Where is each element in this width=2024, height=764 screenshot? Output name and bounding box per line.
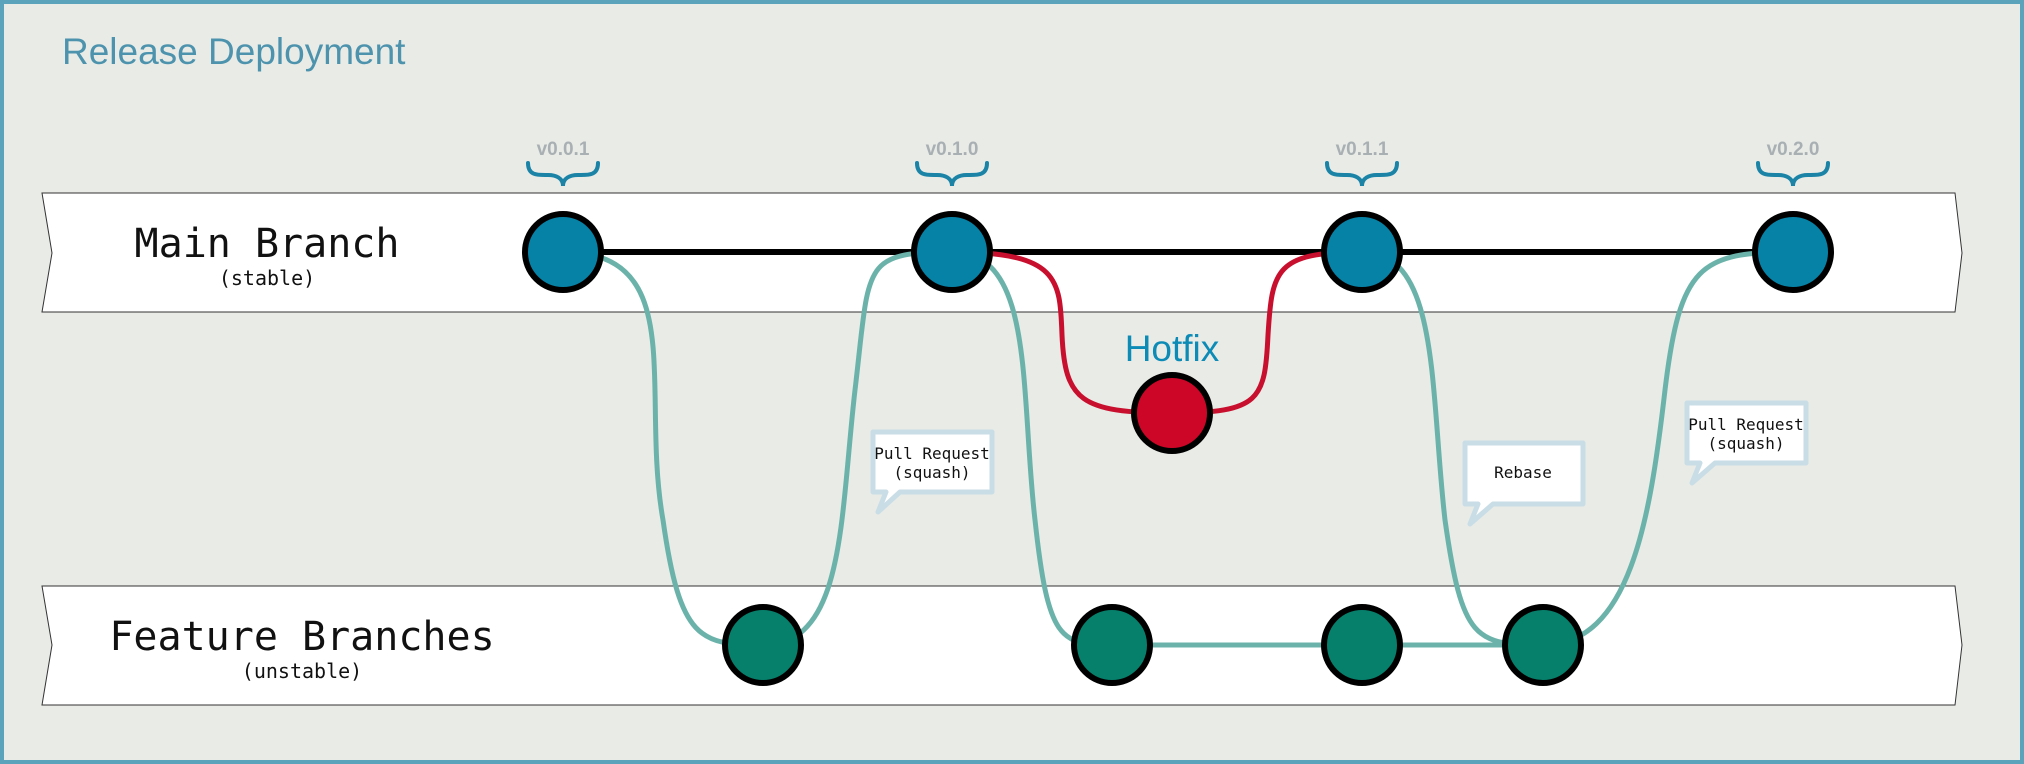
version-label-v010: v0.1.0 (926, 139, 979, 160)
version-label-v020: v0.2.0 (1767, 139, 1820, 160)
bubble-pull-request-1: Pull Request (squash) (870, 429, 995, 515)
brace-v010 (915, 161, 989, 187)
bubble-2-line1: Rebase (1494, 463, 1552, 482)
bubble-1-line1: Pull Request (874, 444, 990, 463)
hotfix-in (1171, 249, 1363, 416)
feature-commit-3 (1321, 604, 1403, 686)
bubble-3-line1: Pull Request (1688, 415, 1804, 434)
main-commit-v011 (1321, 211, 1403, 293)
version-label-v011: v0.1.1 (1336, 139, 1389, 160)
feature-commit-2 (1071, 604, 1153, 686)
feature-lane-band (41, 585, 1963, 706)
hotfix-out (951, 249, 1173, 416)
feature-commit-4 (1502, 604, 1584, 686)
feature-lane-label: Feature Branches (109, 614, 494, 660)
feature-commit-1 (722, 604, 804, 686)
bubble-3-line2: (squash) (1707, 434, 1784, 453)
bubble-pull-request-2: Pull Request (squash) (1684, 400, 1809, 486)
diagram-title: Release Deployment (62, 31, 406, 72)
hotfix-commit (1131, 372, 1213, 454)
main-lane-label: Main Branch (135, 221, 400, 267)
feature-lane-sublabel: (unstable) (242, 659, 362, 683)
main-commit-v020 (1752, 211, 1834, 293)
hotfix-connectors (951, 249, 1363, 416)
brace-v001 (526, 161, 600, 187)
brace-v020 (1756, 161, 1830, 187)
hotfix-label: Hotfix (1125, 328, 1220, 369)
main-lane-sublabel: (stable) (219, 266, 315, 290)
feature-connectors (562, 249, 1794, 648)
connector-return-2 (1542, 249, 1794, 648)
bubble-rebase: Rebase (1462, 440, 1586, 527)
main-commit-v001 (522, 211, 604, 293)
version-label-v001: v0.0.1 (537, 139, 590, 160)
connector-rebase (1361, 249, 1544, 648)
connector-merge-2 (951, 249, 1113, 648)
version-braces (526, 161, 1830, 187)
main-commit-v010 (911, 211, 993, 293)
connector-return-1 (762, 249, 953, 648)
connector-merge-1 (562, 249, 764, 648)
brace-v011 (1325, 161, 1399, 187)
bubble-1-line2: (squash) (893, 463, 970, 482)
